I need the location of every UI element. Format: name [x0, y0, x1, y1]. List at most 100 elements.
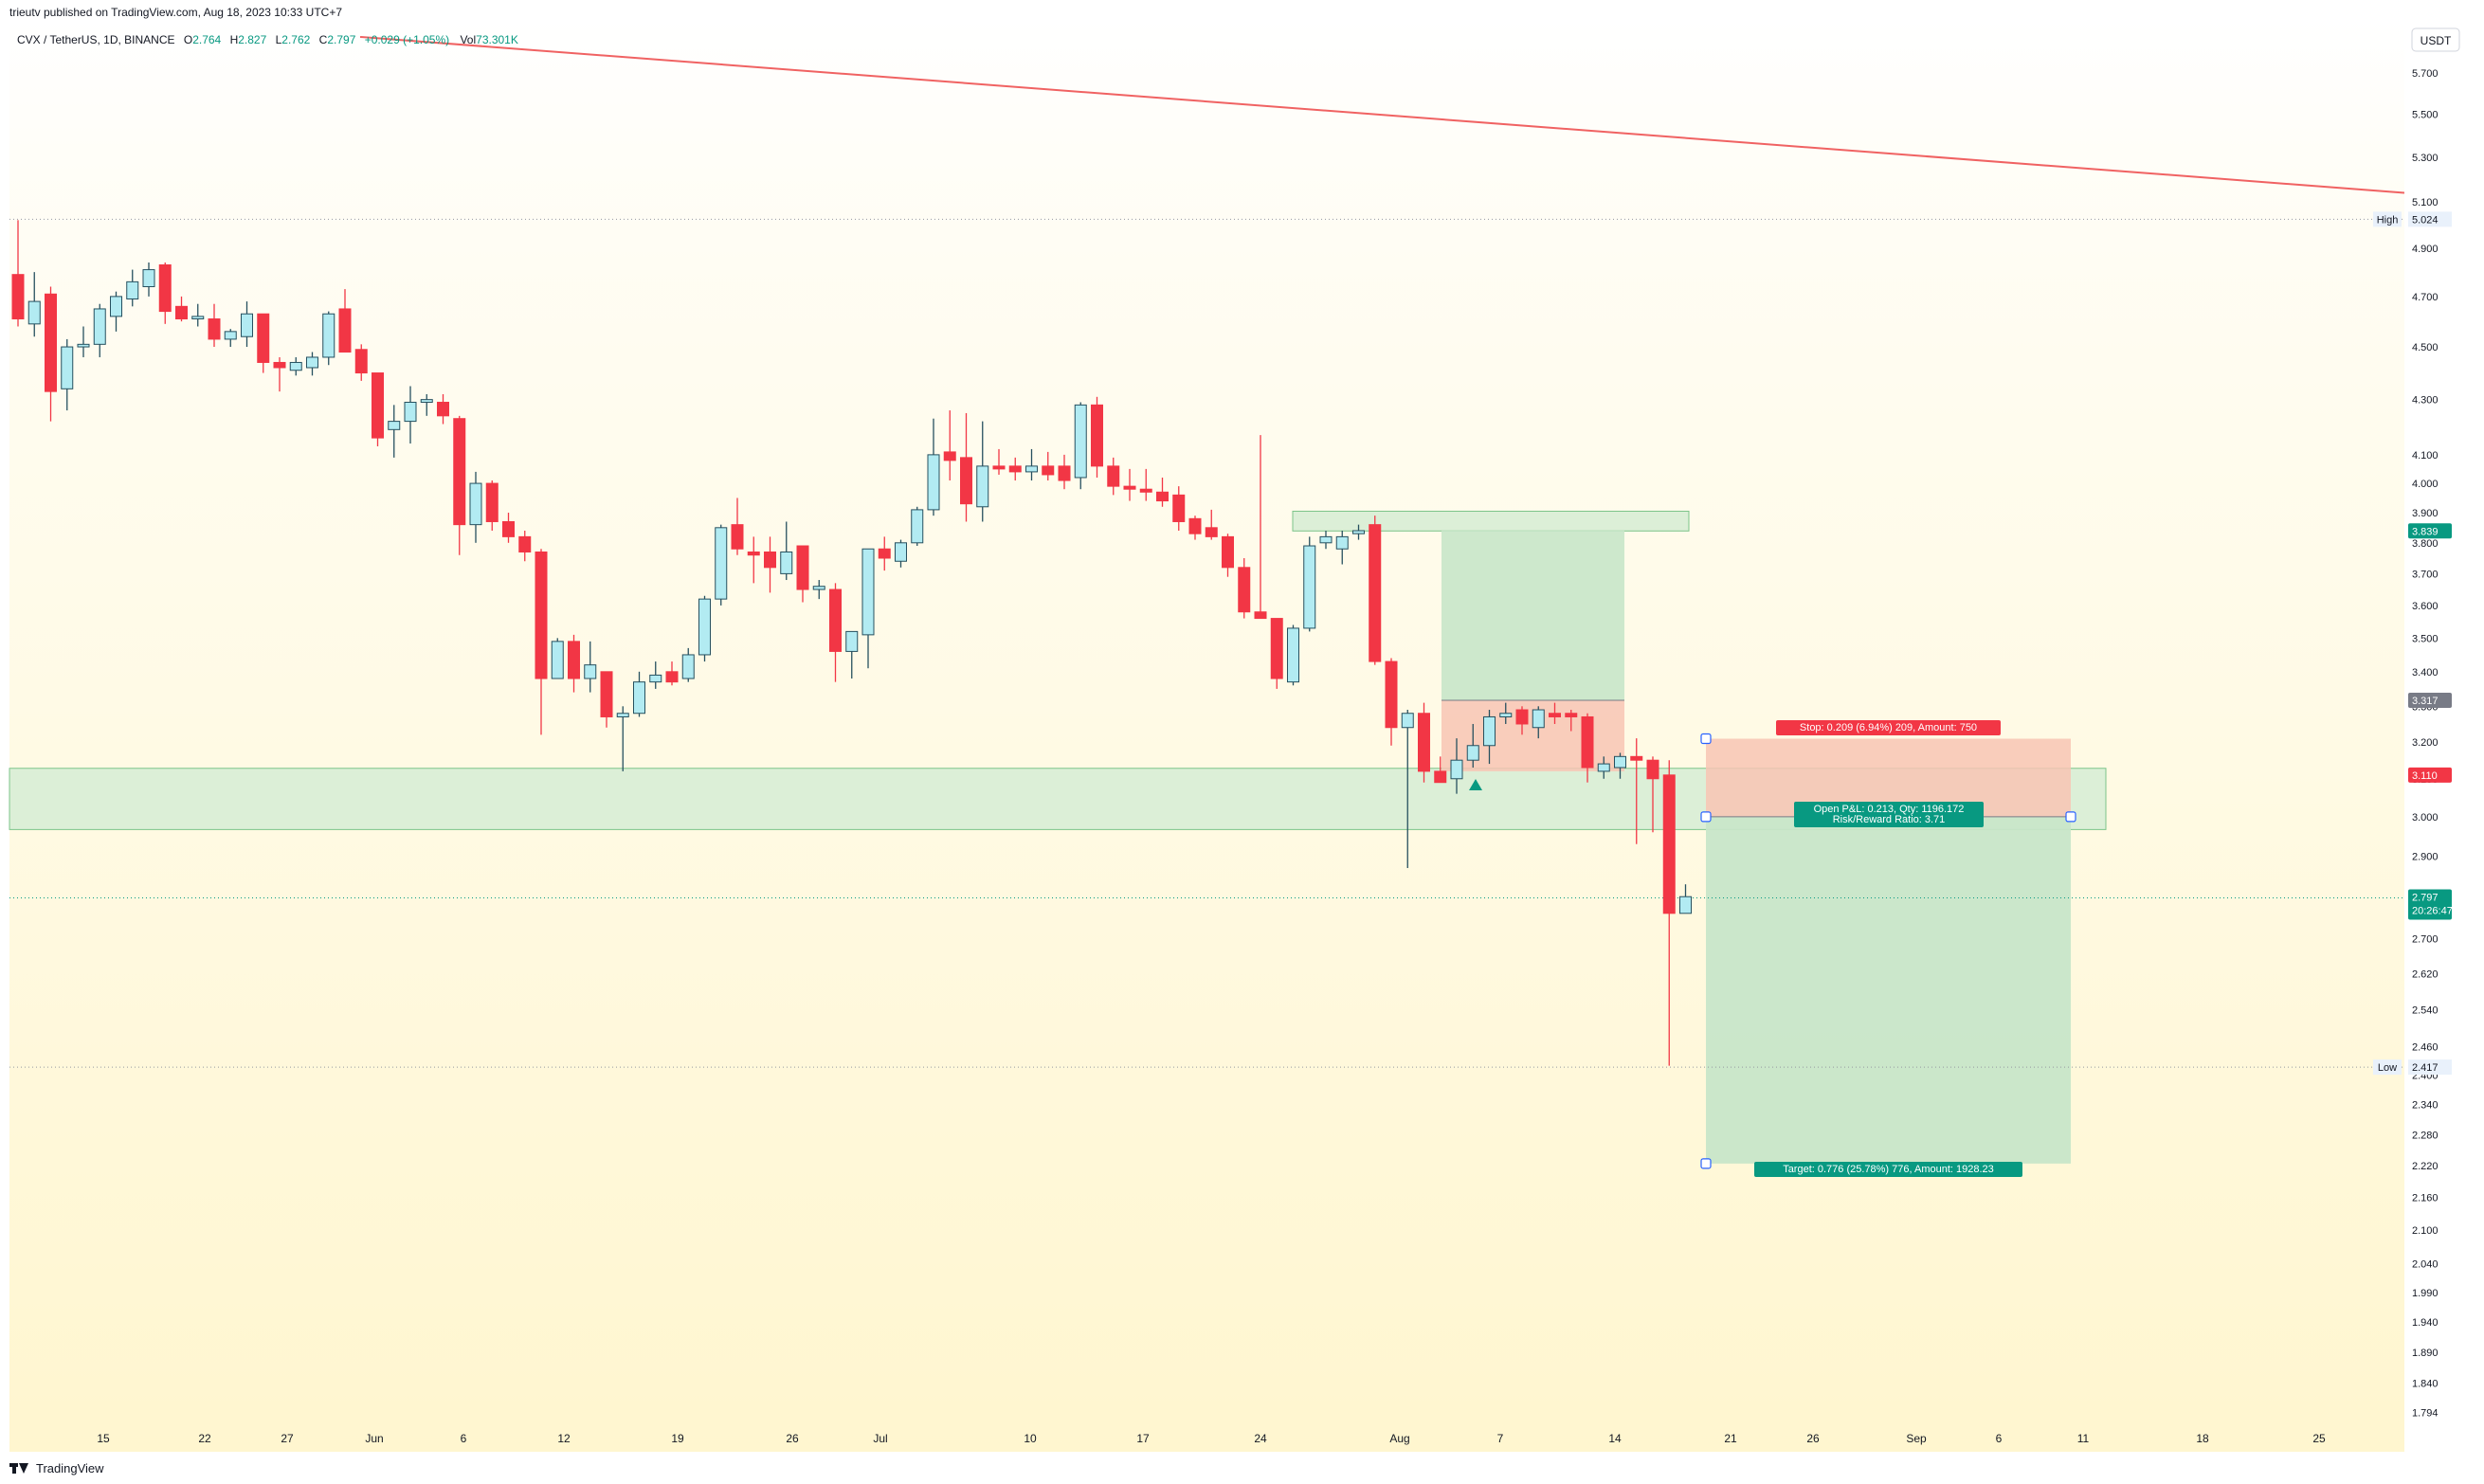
candle-body [1254, 611, 1267, 620]
candle [224, 329, 237, 348]
badge-box [2408, 693, 2452, 709]
price-axis: 5.700 5.500 5.300 5.100 4.900 4.700 4.500 4.300… [2373, 19, 2484, 1452]
candle-body [1450, 759, 1463, 780]
price-badge: 2.797 20:26:47 [2408, 889, 2453, 920]
candle [306, 352, 318, 376]
badge-label-box [2373, 1059, 2402, 1076]
pnl-label-text: Open P&L: 0.213, Qty: 1196.172 [1814, 804, 1965, 815]
candle-body [372, 372, 384, 439]
candle [1597, 756, 1610, 779]
badge-box [2408, 211, 2452, 227]
time-tick: 26 [1806, 1432, 1820, 1445]
candle [1222, 534, 1234, 577]
candle-body [1630, 755, 1643, 761]
time-tick: 27 [281, 1432, 294, 1445]
candle [976, 421, 989, 522]
candle [812, 580, 825, 600]
badge-label: Low [2378, 1062, 2397, 1074]
candle-body [93, 308, 106, 345]
candle [616, 706, 629, 771]
candle [1581, 713, 1594, 783]
candle-body [1008, 465, 1022, 473]
legend-open: 2.764 [192, 33, 221, 46]
position-handle [1700, 811, 1712, 823]
candle [241, 301, 253, 348]
candle [845, 630, 859, 679]
time-tick: 6 [1996, 1432, 2003, 1445]
candle-body [1238, 567, 1251, 613]
candle [1303, 536, 1316, 632]
candle [1008, 457, 1022, 481]
candle [518, 530, 532, 562]
candle [943, 410, 956, 481]
candle [1434, 756, 1447, 784]
candle [747, 536, 760, 584]
candle-body [208, 318, 221, 340]
candle-body [960, 457, 972, 505]
pnl-label: Open P&L: 0.213, Qty: 1196.172Risk/Rewar… [1794, 802, 1984, 827]
price-tick: 3.400 [2412, 667, 2439, 679]
candle-body [911, 509, 924, 544]
time-tick: 15 [97, 1432, 110, 1445]
candle-body [27, 300, 41, 325]
candle-body [812, 586, 825, 590]
candle [535, 549, 548, 735]
currency-label: USDT [2421, 34, 2452, 47]
candle [568, 634, 580, 693]
candle [1679, 884, 1692, 914]
candle-body [1549, 713, 1561, 717]
candle [1565, 710, 1578, 732]
badge-value: 3.839 [2412, 526, 2439, 537]
candle-body [845, 630, 859, 652]
candle-body [175, 305, 188, 320]
footer [0, 1456, 2484, 1484]
candle [289, 356, 302, 376]
legend-low-label: L [276, 33, 282, 46]
tradingview-brand[interactable]: TradingView [9, 1461, 104, 1475]
price-tick: 3.900 [2412, 508, 2439, 519]
price-tick: 5.700 [2412, 68, 2439, 80]
candle [191, 303, 205, 327]
candle-body [1565, 713, 1578, 717]
candle [911, 506, 924, 547]
candle-body [1466, 745, 1479, 761]
candle-body [11, 274, 25, 320]
candle [960, 412, 972, 522]
candle [93, 303, 106, 357]
candle-body [1483, 715, 1496, 747]
legend-symbol: CVX / TetherUS, 1D, BINANCE [17, 33, 175, 46]
currency-button[interactable]: USDT [2411, 27, 2460, 52]
candle [992, 448, 1006, 475]
candle-body [976, 465, 989, 508]
target-zone [1706, 816, 2071, 1164]
candle [861, 548, 875, 669]
time-tick: 18 [2196, 1432, 2209, 1445]
legend-close: 2.797 [327, 33, 355, 46]
candle [420, 393, 433, 416]
candle [1238, 557, 1251, 619]
candle-body [437, 401, 449, 417]
legend-volume: 73.301K [476, 33, 518, 46]
price-tick: 2.540 [2412, 1004, 2439, 1016]
candle [665, 661, 679, 686]
candle-body [1646, 759, 1659, 780]
candle [927, 418, 940, 516]
price-tick: 3.500 [2412, 633, 2439, 644]
legend-volume-label: Vol [460, 33, 476, 46]
price-axis-background [2404, 19, 2484, 1452]
candle [1630, 738, 1643, 844]
candle-body [681, 654, 695, 679]
badge-box [2408, 523, 2452, 539]
candle [1254, 435, 1267, 620]
candle-body [1532, 709, 1545, 729]
legend-close-label: C [319, 33, 328, 46]
price-tick: 4.100 [2412, 450, 2439, 461]
price-tick: 2.160 [2412, 1193, 2439, 1204]
candle-body [420, 399, 433, 403]
candle [11, 220, 25, 327]
price-tick: 3.800 [2412, 538, 2439, 550]
badge-box [2408, 889, 2452, 920]
candle [110, 291, 122, 332]
candle [45, 286, 57, 422]
